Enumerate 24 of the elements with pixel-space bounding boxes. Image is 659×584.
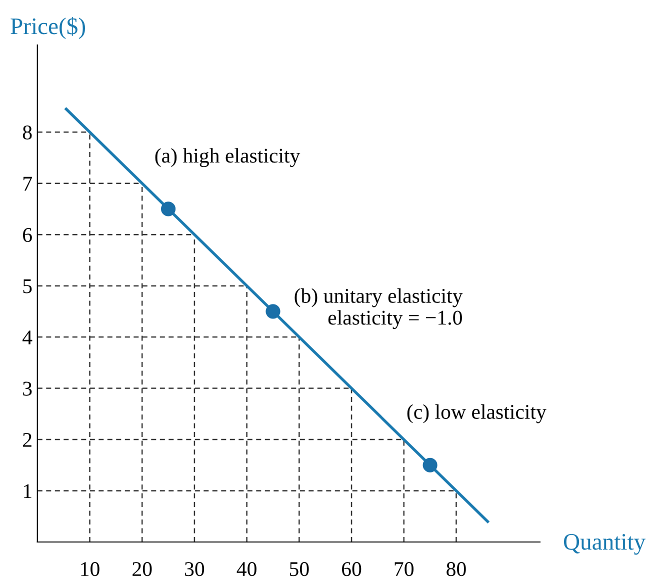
y-axis-title: Price($) (10, 16, 86, 40)
y-tick-label: 7 (23, 176, 32, 191)
x-tick-label: 50 (290, 562, 309, 576)
annotation: (b) unitary elasticity elasticity = −1.0 (294, 288, 463, 330)
x-axis-title: Quantity (564, 534, 646, 555)
annotation: (c) low elasticity (407, 404, 546, 424)
y-tick-label: 4 (22, 330, 32, 344)
x-tick-label: 10 (81, 562, 100, 576)
x-tick-label: 30 (185, 562, 204, 576)
annotation: (a) high elasticity (155, 148, 300, 168)
y-tick-label: 3 (23, 382, 32, 396)
x-tick-label: 70 (394, 562, 414, 576)
y-tick-label: 6 (23, 228, 32, 242)
y-tick-label: 8 (22, 125, 32, 140)
x-tick-label: 80 (446, 562, 466, 576)
point (422, 458, 438, 472)
point (161, 202, 176, 216)
x-tick-label: 40 (236, 562, 256, 576)
y-tick-label: 5 (23, 279, 32, 294)
x-tick-label: 20 (132, 562, 152, 576)
y-tick-label: 2 (23, 432, 32, 447)
point (266, 304, 280, 319)
x-tick-label: 60 (342, 562, 362, 576)
y-tick-label: 1 (24, 484, 32, 498)
